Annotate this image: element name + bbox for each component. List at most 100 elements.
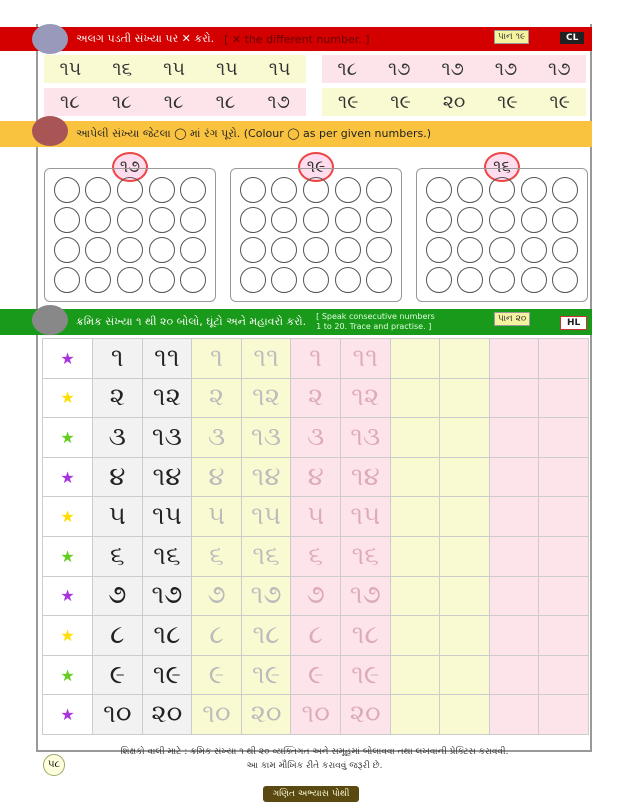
trace-cell[interactable]: ૧૪: [339, 456, 391, 498]
colour-circle[interactable]: [148, 177, 175, 203]
colour-circle[interactable]: [520, 237, 547, 263]
number-cell[interactable]: ૨૦: [442, 91, 466, 113]
trace-cell[interactable]: ૧૫: [240, 496, 292, 537]
colour-circle[interactable]: [53, 237, 80, 263]
number-cell[interactable]: ૧૯: [390, 91, 411, 113]
colour-circle[interactable]: [148, 237, 175, 263]
number-cell[interactable]: ૧૬: [112, 58, 133, 80]
practice-cell[interactable]: [488, 615, 540, 656]
trace-cell[interactable]: ૧૮: [240, 615, 292, 656]
trace-cell[interactable]: ૫: [191, 496, 242, 537]
trace-cell[interactable]: ૧૮: [339, 615, 391, 656]
colour-circle[interactable]: [552, 237, 579, 263]
number-cell[interactable]: ૧૮: [111, 91, 132, 113]
colour-circle[interactable]: [180, 237, 207, 263]
colour-circle[interactable]: [457, 207, 484, 233]
trace-cell[interactable]: ૧૫: [339, 496, 391, 537]
practice-cell[interactable]: [538, 417, 589, 458]
trace-cell[interactable]: ૪: [290, 456, 341, 498]
number-cell[interactable]: ૧૮: [60, 91, 80, 113]
practice-cell[interactable]: [389, 377, 441, 419]
practice-cell[interactable]: [488, 575, 540, 617]
colour-circle[interactable]: [457, 237, 484, 263]
colour-circle[interactable]: [552, 177, 579, 203]
practice-cell[interactable]: [389, 575, 441, 617]
colour-circle[interactable]: [334, 177, 361, 203]
practice-cell[interactable]: [538, 575, 589, 617]
trace-cell[interactable]: ૮: [290, 615, 341, 656]
practice-cell[interactable]: [488, 417, 540, 458]
practice-cell[interactable]: [439, 417, 490, 458]
colour-circle[interactable]: [180, 267, 207, 293]
colour-circle[interactable]: [488, 207, 515, 233]
trace-cell[interactable]: ૧૯: [339, 654, 391, 696]
trace-cell[interactable]: ૧: [191, 338, 242, 379]
trace-cell[interactable]: ૧૪: [240, 456, 292, 498]
number-cell[interactable]: ૧૮: [215, 91, 236, 113]
practice-cell[interactable]: [439, 456, 490, 498]
practice-cell[interactable]: [488, 456, 540, 498]
number-cell[interactable]: ૧૭: [388, 58, 411, 80]
number-cell[interactable]: ૧૭: [441, 58, 464, 80]
practice-cell[interactable]: [439, 694, 490, 735]
number-cell[interactable]: ૧૫: [59, 58, 82, 80]
trace-cell[interactable]: ૯: [290, 654, 341, 696]
colour-circle[interactable]: [302, 267, 329, 293]
trace-cell[interactable]: ૨૦: [339, 694, 391, 735]
trace-cell[interactable]: ૧૩: [240, 417, 292, 458]
trace-cell[interactable]: ૧૦: [290, 694, 341, 735]
colour-circle[interactable]: [366, 207, 393, 233]
colour-circle[interactable]: [180, 177, 207, 203]
colour-circle[interactable]: [488, 177, 515, 203]
trace-cell[interactable]: ૧: [290, 338, 341, 379]
colour-circle[interactable]: [302, 237, 329, 263]
colour-circle[interactable]: [271, 177, 298, 203]
colour-circle[interactable]: [53, 207, 80, 233]
colour-circle[interactable]: [148, 207, 175, 233]
colour-circle[interactable]: [85, 177, 112, 203]
practice-cell[interactable]: [488, 654, 540, 696]
colour-circle[interactable]: [520, 177, 547, 203]
practice-cell[interactable]: [389, 338, 441, 379]
trace-cell[interactable]: ૨: [290, 377, 341, 419]
colour-circle[interactable]: [425, 237, 452, 263]
colour-circle[interactable]: [271, 237, 298, 263]
trace-cell[interactable]: ૯: [191, 654, 242, 696]
trace-cell[interactable]: ૧૦: [191, 694, 242, 735]
practice-cell[interactable]: [389, 535, 441, 577]
number-cell[interactable]: ૧૮: [337, 58, 358, 80]
practice-cell[interactable]: [538, 456, 589, 498]
trace-cell[interactable]: ૧૨: [339, 377, 391, 419]
trace-cell[interactable]: ૨: [191, 377, 242, 419]
colour-circle[interactable]: [53, 177, 80, 203]
trace-cell[interactable]: ૧૧: [240, 338, 292, 379]
practice-cell[interactable]: [439, 654, 490, 696]
practice-cell[interactable]: [389, 694, 441, 735]
number-cell[interactable]: ૧૯: [497, 91, 518, 113]
colour-circle[interactable]: [457, 267, 484, 293]
practice-cell[interactable]: [389, 456, 441, 498]
trace-cell[interactable]: ૧૨: [240, 377, 292, 419]
number-cell[interactable]: ૧૭: [267, 91, 290, 113]
trace-cell[interactable]: ૩: [290, 417, 341, 458]
colour-circle[interactable]: [520, 207, 547, 233]
practice-cell[interactable]: [488, 694, 540, 735]
colour-circle[interactable]: [488, 237, 515, 263]
trace-cell[interactable]: ૩: [191, 417, 242, 458]
trace-cell[interactable]: ૧૬: [240, 535, 292, 577]
number-cell[interactable]: ૧૯: [337, 91, 359, 113]
colour-circle[interactable]: [239, 267, 266, 293]
practice-cell[interactable]: [538, 615, 589, 656]
practice-cell[interactable]: [488, 377, 540, 419]
practice-cell[interactable]: [538, 694, 589, 735]
colour-circle[interactable]: [520, 267, 547, 293]
number-cell[interactable]: ૧૯: [549, 91, 571, 113]
colour-circle[interactable]: [116, 267, 143, 293]
practice-cell[interactable]: [439, 615, 490, 656]
colour-circle[interactable]: [425, 177, 452, 203]
colour-circle[interactable]: [425, 207, 452, 233]
colour-circle[interactable]: [425, 267, 452, 293]
practice-cell[interactable]: [439, 535, 490, 577]
number-cell[interactable]: ૧૭: [548, 58, 571, 80]
practice-cell[interactable]: [389, 654, 441, 696]
